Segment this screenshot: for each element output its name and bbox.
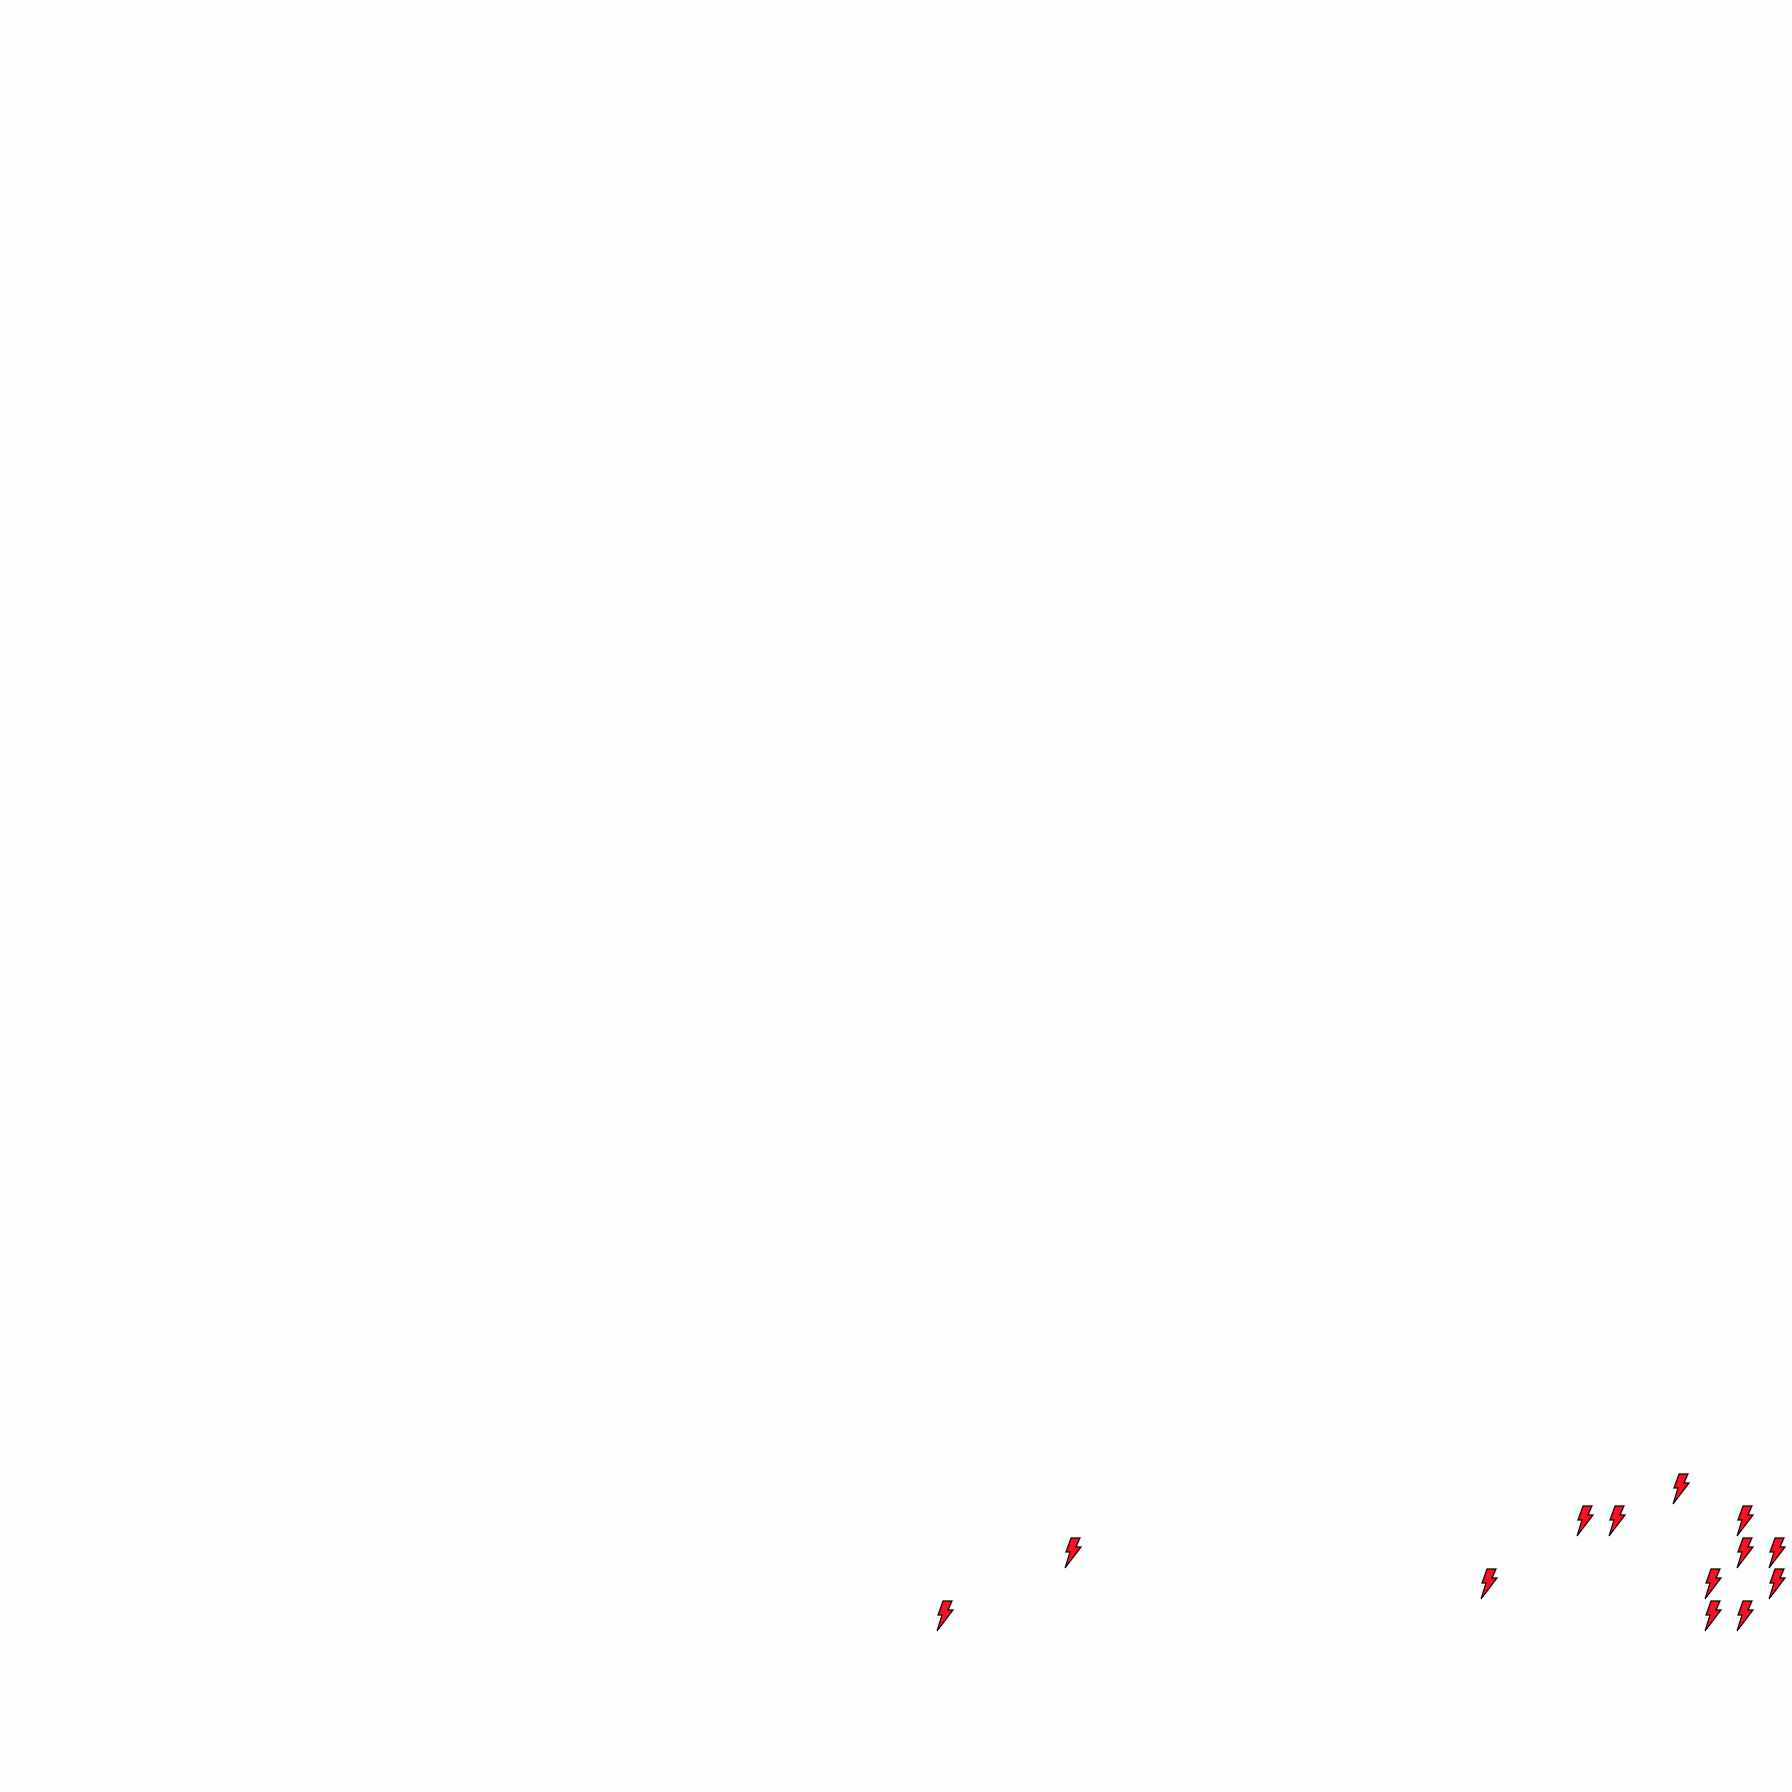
- lightning-bolt-icon[interactable]: [1767, 1568, 1787, 1600]
- lightning-bolt-icon[interactable]: [1607, 1505, 1627, 1537]
- lightning-bolt-icon[interactable]: [1671, 1473, 1691, 1505]
- lightning-bolt-icon[interactable]: [1479, 1568, 1499, 1600]
- lightning-bolt-icon[interactable]: [1575, 1505, 1595, 1537]
- lightning-bolt-icon[interactable]: [1703, 1568, 1723, 1600]
- lightning-bolt-icon[interactable]: [1735, 1537, 1755, 1569]
- lightning-bolt-icon[interactable]: [1767, 1537, 1787, 1569]
- lightning-bolt-icon[interactable]: [1735, 1505, 1755, 1537]
- lightning-bolt-icon[interactable]: [1703, 1600, 1723, 1632]
- lightning-bolt-icon[interactable]: [935, 1600, 955, 1632]
- lightning-bolt-icon[interactable]: [1735, 1600, 1755, 1632]
- lightning-bolt-icon[interactable]: [1063, 1537, 1083, 1569]
